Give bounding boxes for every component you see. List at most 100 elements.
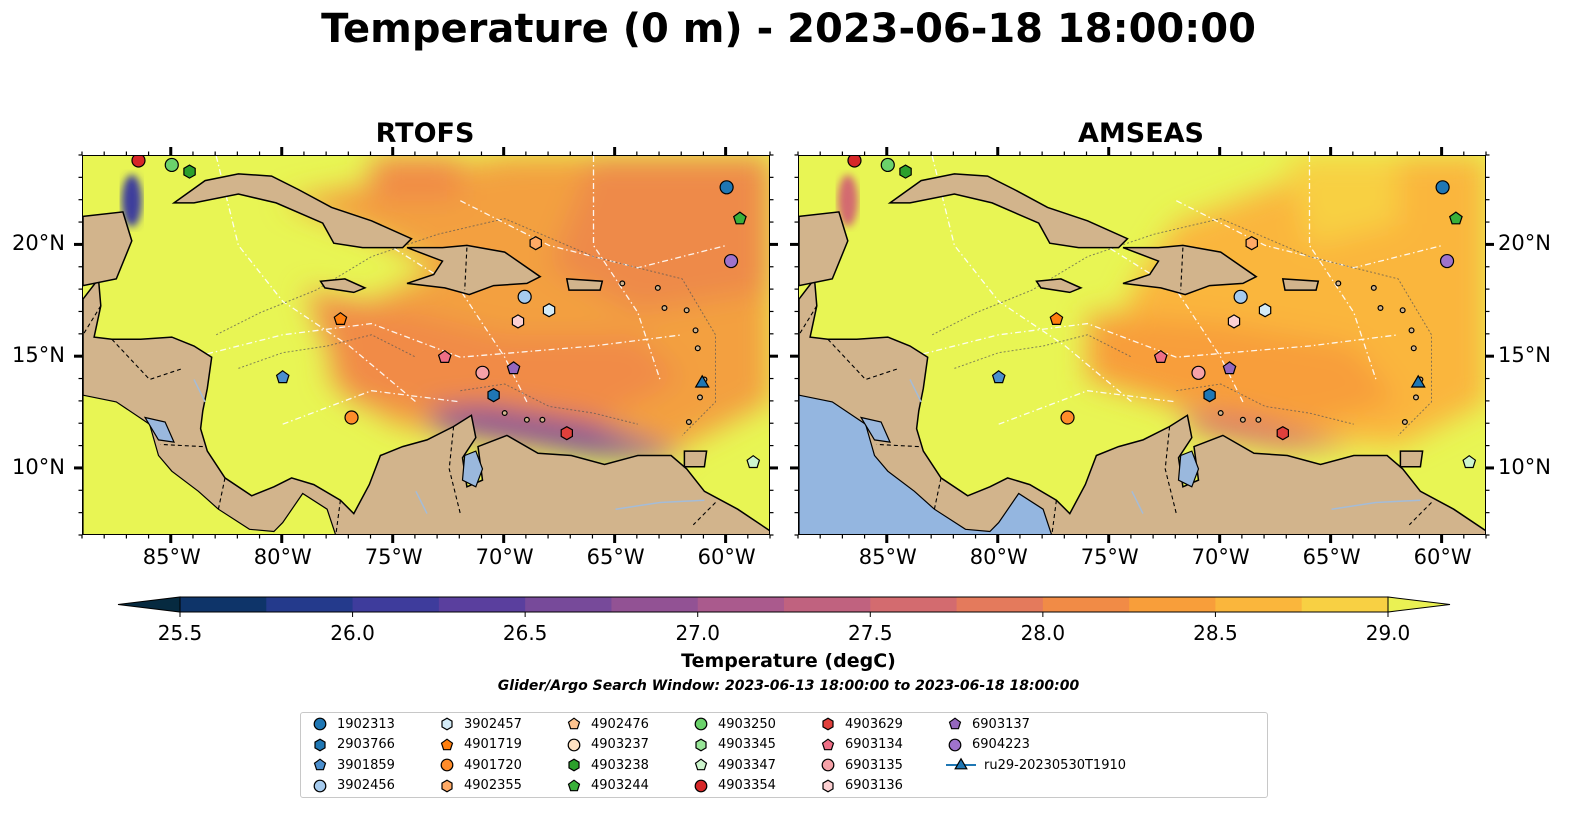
hexagon-marker-icon (822, 717, 834, 731)
float-marker-6903137[interactable] (1222, 361, 1237, 375)
lon-tick-label: 70°W (1191, 545, 1250, 569)
pentagon-marker-icon (567, 778, 581, 791)
float-marker-4903244[interactable] (1448, 211, 1463, 225)
float-marker-3902456[interactable] (1233, 289, 1248, 304)
colorbar-segment (438, 597, 526, 612)
colorbar-extend-low (117, 596, 181, 613)
float-marker-4902355[interactable] (1245, 236, 1258, 251)
float-marker-4903629[interactable] (560, 426, 573, 441)
legend-entry-6903136: 6903136 (819, 778, 903, 794)
float-marker-4903347[interactable] (746, 454, 761, 469)
float-marker-4903629[interactable] (1276, 426, 1289, 441)
lon-tick-label: 60°W (1413, 545, 1472, 569)
lat-tick-label: 20°N (12, 231, 65, 256)
legend-entry-4901720: 4901720 (438, 757, 522, 773)
colorbar-tick-label: 28.5 (1193, 621, 1238, 645)
lon-tick-label: 60°W (697, 545, 756, 569)
lon-tick-label: 75°W (1080, 545, 1139, 569)
float-marker-ru29-20230530T1910[interactable] (694, 374, 710, 388)
map-panel-amseas[interactable] (798, 155, 1486, 535)
circle-marker-icon (313, 717, 327, 731)
lon-tick-label: 65°W (586, 545, 645, 569)
float-marker-6903136[interactable] (1227, 314, 1241, 329)
float-marker-2903766[interactable] (487, 388, 500, 403)
legend-entry-4903345: 4903345 (692, 737, 776, 753)
float-marker-4903354[interactable] (131, 156, 146, 168)
float-marker-6904223[interactable] (1439, 253, 1455, 269)
legend-label: 2903766 (337, 737, 395, 752)
legend-label: 6904223 (972, 737, 1030, 752)
legend-entry-6903135: 6903135 (819, 757, 903, 773)
float-marker-6903135[interactable] (475, 365, 490, 380)
float-marker-3902457[interactable] (542, 303, 556, 318)
float-marker-3901859[interactable] (991, 370, 1006, 384)
legend-label: ru29-20230530T1910 (984, 757, 1127, 773)
colorbar-segment (1129, 597, 1217, 612)
lat-tick-label: 10°N (12, 454, 65, 479)
legend-label: 3902456 (337, 778, 395, 793)
float-marker-3902457[interactable] (1258, 303, 1272, 318)
float-marker-4901720[interactable] (344, 410, 359, 425)
float-marker-1902313[interactable] (1435, 180, 1450, 195)
legend-entry-ru29-20230530T1910: ru29-20230530T1910 (946, 757, 1126, 773)
float-marker-ru29-20230530T1910[interactable] (1410, 374, 1426, 388)
legend-entry-4903354: 4903354 (692, 778, 776, 794)
pentagon-marker-icon (821, 737, 835, 750)
float-marker-6903136[interactable] (511, 314, 525, 329)
colorbar-segment (956, 597, 1044, 612)
pentagon-marker-icon (567, 717, 581, 730)
pentagon-marker-icon (694, 758, 708, 771)
float-marker-6903134[interactable] (437, 349, 452, 363)
float-marker-4901719[interactable] (333, 311, 348, 325)
legend-label: 4903237 (591, 737, 649, 752)
float-marker-3901859[interactable] (275, 370, 290, 384)
legend-label: 4903347 (718, 757, 776, 773)
float-marker-6904223[interactable] (723, 253, 739, 269)
hexagon-marker-icon (695, 738, 707, 751)
legend-label: 3902457 (464, 716, 522, 732)
float-marker-3902456[interactable] (517, 289, 532, 304)
colorbar-segment (1301, 597, 1389, 612)
float-marker-6903134[interactable] (1153, 349, 1168, 363)
float-marker-6903135[interactable] (1191, 365, 1206, 380)
legend-entry-1902313: 1902313 (311, 716, 395, 732)
float-marker-4903250[interactable] (880, 157, 895, 173)
colorbar-tick-label: 29.0 (1366, 621, 1411, 645)
float-marker-4903250[interactable] (164, 157, 179, 173)
colorbar-segment (266, 597, 354, 612)
pentagon-marker-icon (440, 737, 454, 750)
colorbar-segment (525, 597, 613, 612)
legend-label: 4903244 (591, 778, 649, 793)
colorbar-segment (1215, 597, 1303, 612)
float-marker-2903766[interactable] (1203, 388, 1216, 403)
float-marker-1902313[interactable] (719, 180, 734, 195)
legend-label: 4903345 (718, 737, 776, 752)
colorbar-tick-label: 26.0 (330, 621, 375, 645)
colorbar-segment (611, 597, 699, 612)
float-marker-4902355[interactable] (529, 236, 542, 251)
float-marker-4901720[interactable] (1060, 410, 1075, 425)
legend-entry-4901719: 4901719 (438, 737, 522, 753)
pentagon-marker-icon (948, 717, 962, 730)
float-marker-4903244[interactable] (732, 211, 747, 225)
legend-label: 6903137 (972, 716, 1030, 732)
float-marker-4903238[interactable] (899, 164, 912, 179)
colorbar-segment (1042, 597, 1130, 612)
colorbar-tick-label: 28.0 (1021, 621, 1066, 645)
colorbar-extend-high (1387, 596, 1451, 613)
hexagon-marker-icon (822, 779, 834, 792)
legend-label: 4902476 (591, 716, 649, 732)
legend-entry-4903237: 4903237 (565, 737, 649, 753)
float-marker-4903238[interactable] (183, 164, 196, 179)
hexagon-marker-icon (314, 738, 326, 751)
colorbar-label: Temperature (degC) (681, 650, 896, 672)
float-marker-4901719[interactable] (1049, 311, 1064, 325)
float-marker-4903354[interactable] (847, 156, 862, 168)
map-panel-rtofs[interactable] (82, 155, 770, 535)
colorbar-tick-label: 25.5 (158, 621, 203, 645)
float-marker-4903347[interactable] (1462, 454, 1477, 469)
legend-label: 4902355 (464, 778, 522, 793)
colorbar-tick-label: 27.5 (848, 621, 893, 645)
float-marker-6903137[interactable] (506, 361, 521, 375)
